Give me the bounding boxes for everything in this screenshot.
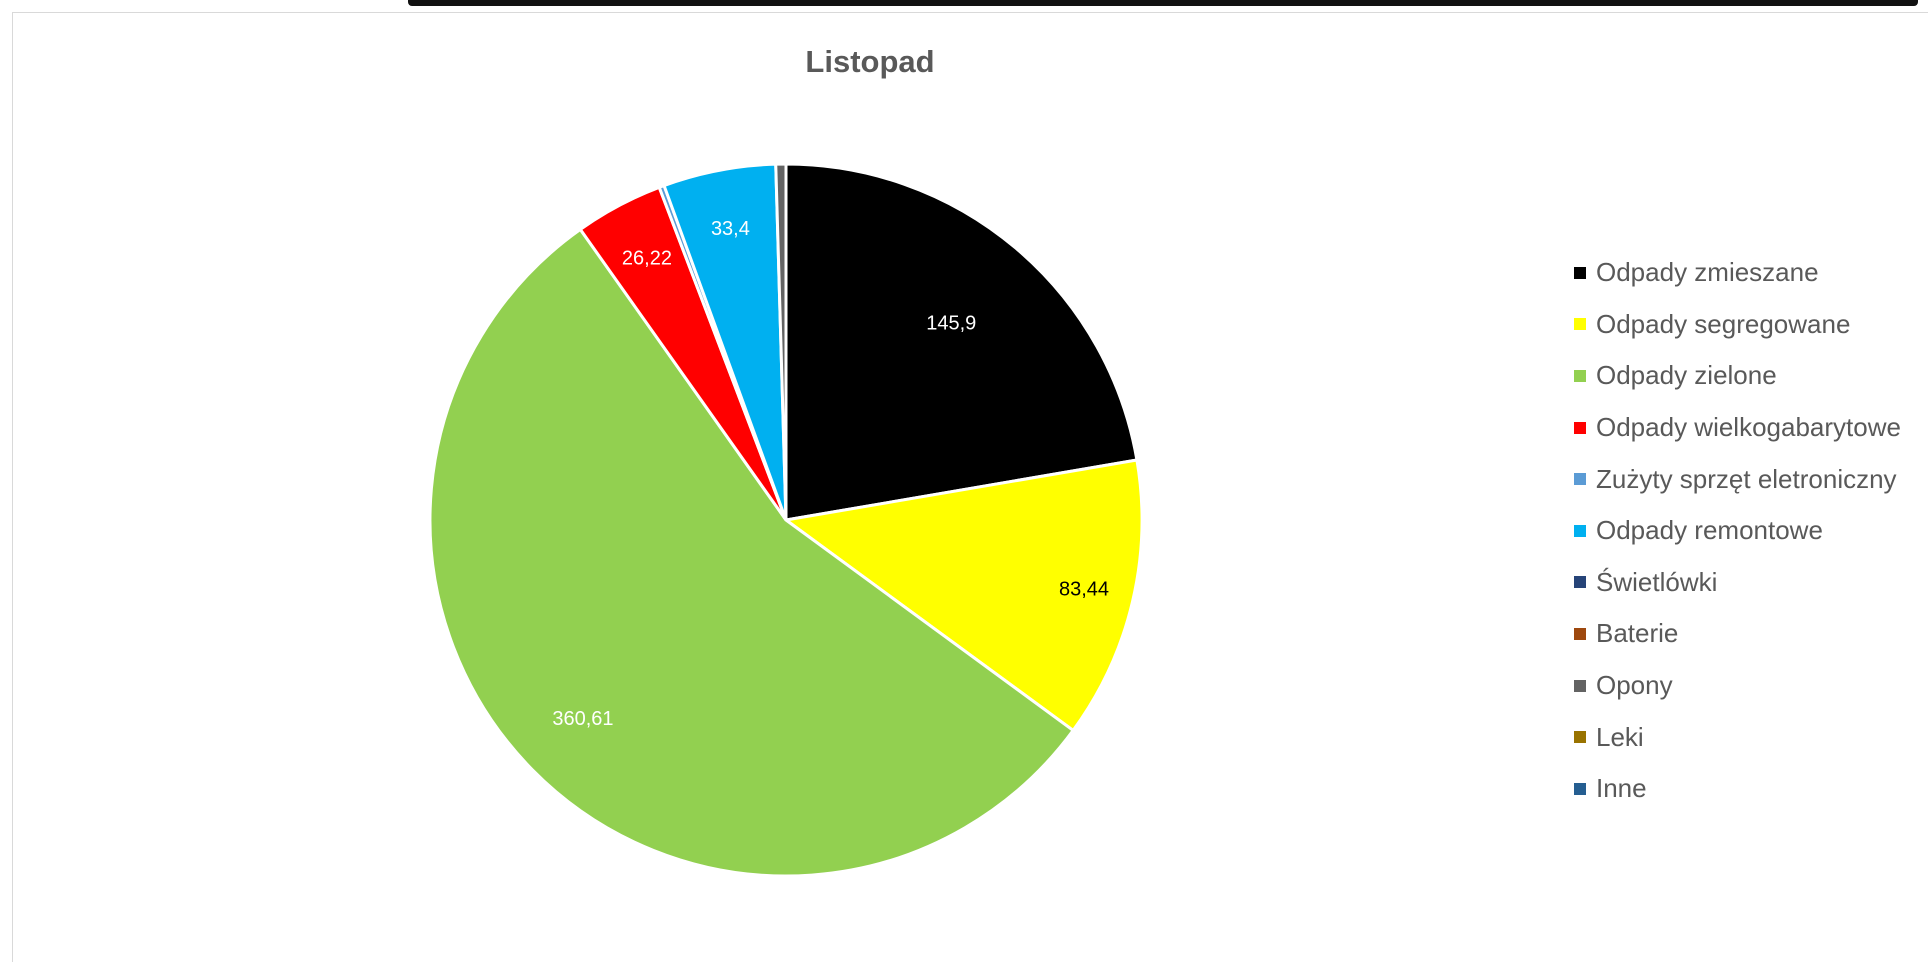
- legend-item-odpady-remontowe: Odpady remontowe: [1574, 505, 1901, 557]
- data-label-odpady-segregowane: 83,44: [1059, 579, 1109, 601]
- legend-swatch: [1574, 369, 1586, 382]
- legend-label: Odpady remontowe: [1596, 515, 1823, 546]
- legend-label: Opony: [1596, 670, 1673, 701]
- pie-slice-odpady-segregowane: [782, 458, 1144, 733]
- legend-item-baterie: Baterie: [1574, 608, 1901, 660]
- data-label-odpady-zmieszane: 145,9: [926, 312, 976, 334]
- data-label-odpady-remontowe: 33,4: [711, 218, 750, 240]
- legend-swatch: [1574, 524, 1586, 537]
- pie-data-labels: 145,9 83,44 360,61 26,22 33,4: [552, 218, 1109, 730]
- legend-label: Inne: [1596, 773, 1647, 804]
- pie-slice-odpady-zmieszane: [784, 162, 1139, 522]
- legend-swatch: [1574, 679, 1586, 692]
- legend-swatch: [1574, 266, 1586, 279]
- legend-item-opony: Opony: [1574, 660, 1901, 712]
- legend-label: Baterie: [1596, 618, 1679, 649]
- data-label-odpady-zielone: 360,61: [552, 708, 613, 730]
- legend-swatch: [1574, 731, 1586, 744]
- cropped-header-strip: [0, 0, 1930, 10]
- legend-item-zuzyty-sprzet-eletroniczny: Zużyty sprzęt eletroniczny: [1574, 453, 1901, 505]
- legend-swatch: [1574, 421, 1586, 434]
- legend-swatch: [1574, 473, 1586, 486]
- legend-label: Odpady zmieszane: [1596, 257, 1819, 288]
- legend-item-odpady-zmieszane: Odpady zmieszane: [1574, 247, 1901, 299]
- legend-swatch: [1574, 782, 1586, 795]
- chart-legend: Odpady zmieszane Odpady segregowane Odpady…: [1574, 247, 1901, 815]
- legend-label: Świetlówki: [1596, 566, 1718, 597]
- legend-item-swietlowki: Świetlówki: [1574, 557, 1901, 609]
- legend-item-inne: Inne: [1574, 763, 1901, 815]
- legend-swatch: [1574, 627, 1586, 640]
- legend-label: Odpady segregowane: [1596, 308, 1851, 339]
- legend-label: Leki: [1596, 721, 1644, 752]
- legend-swatch: [1574, 576, 1586, 589]
- legend-item-odpady-zielone: Odpady zielone: [1574, 350, 1901, 402]
- legend-label: Zużyty sprzęt eletroniczny: [1596, 463, 1897, 494]
- data-label-odpady-wielkogabarytowe: 26,22: [622, 248, 672, 270]
- legend-swatch: [1574, 318, 1586, 331]
- legend-label: Odpady zielone: [1596, 360, 1777, 391]
- legend-item-leki: Leki: [1574, 711, 1901, 763]
- legend-item-odpady-segregowane: Odpady segregowane: [1574, 299, 1901, 351]
- chart-title: Listopad: [805, 44, 935, 79]
- pie-slice-odpady-zielone: [428, 227, 1076, 878]
- pie-slices: [428, 162, 1144, 878]
- legend-item-odpady-wielkogabarytowe: Odpady wielkogabarytowe: [1574, 402, 1901, 454]
- pie-slice-opony: [774, 162, 788, 521]
- legend-label: Odpady wielkogabarytowe: [1596, 412, 1901, 443]
